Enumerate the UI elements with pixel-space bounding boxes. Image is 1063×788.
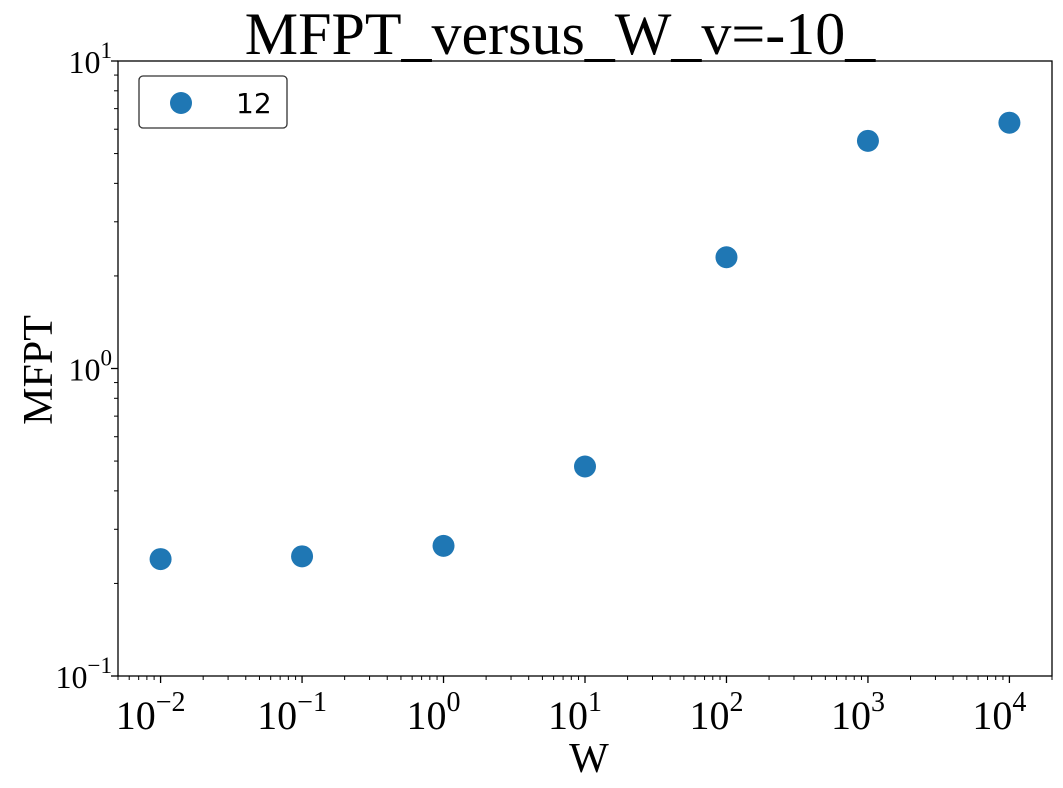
y-tick-label: 100 bbox=[69, 346, 113, 388]
data-points bbox=[149, 111, 1021, 571]
chart-title: MFPT_versus_W_v=-10_ bbox=[245, 1, 876, 67]
plot-frame bbox=[117, 60, 1053, 677]
plot-area bbox=[117, 60, 1053, 677]
legend-series-label: 12 bbox=[236, 87, 272, 120]
x-tick-label: 101 bbox=[548, 687, 602, 738]
x-tick-label: 102 bbox=[689, 687, 743, 738]
legend-frame bbox=[138, 75, 288, 129]
x-tick-label: 104 bbox=[972, 687, 1026, 738]
x-axis-label: W bbox=[569, 736, 609, 782]
legend: 12 bbox=[138, 75, 288, 129]
x-tick-label: 100 bbox=[407, 687, 461, 738]
x-tick-label: 10−2 bbox=[116, 687, 186, 738]
y-axis-label: MFPT bbox=[16, 315, 62, 425]
y-tick-label: 10−1 bbox=[56, 653, 112, 695]
y-tick-label: 101 bbox=[69, 38, 113, 80]
data-point bbox=[291, 545, 314, 568]
x-tick-label: 10−1 bbox=[257, 687, 327, 738]
data-point bbox=[574, 455, 596, 478]
data-point bbox=[715, 246, 738, 269]
legend-marker bbox=[170, 92, 192, 114]
x-tick-label: 103 bbox=[831, 687, 885, 738]
x-axis-ticks: 10−2 10−1 100 101 102 103 104 bbox=[116, 676, 1053, 738]
data-point bbox=[998, 111, 1021, 134]
y-axis-ticks: 10−1 100 101 bbox=[56, 38, 118, 695]
data-point bbox=[856, 129, 879, 152]
data-point bbox=[432, 534, 455, 557]
data-point bbox=[149, 548, 172, 571]
